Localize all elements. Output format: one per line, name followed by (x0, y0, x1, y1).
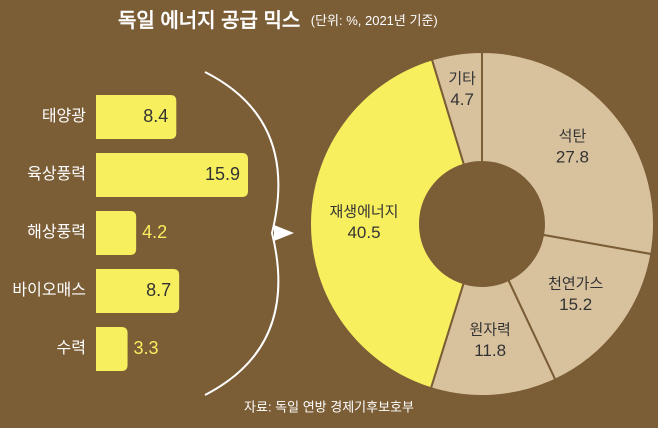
bracket (204, 71, 280, 396)
slice-value: 11.8 (474, 341, 506, 360)
slice-value: 4.7 (450, 90, 474, 109)
slice-value: 27.8 (556, 148, 589, 167)
donut-slice (481, 50, 655, 256)
donut-slice (430, 50, 483, 166)
chart-subtitle: (단위: %, 2021년 기준) (311, 13, 438, 28)
slice-label: 기타 (448, 70, 476, 87)
title-line: 독일 에너지 공급 믹스 (단위: %, 2021년 기준) (118, 9, 438, 32)
category-label: 바이오매스 (12, 281, 86, 299)
slice-label: 석탄 (559, 128, 587, 145)
arrow (274, 225, 294, 241)
bar (96, 211, 137, 255)
value-label: 4.2 (142, 222, 167, 242)
value-label: 3.3 (134, 338, 159, 358)
bar (96, 153, 248, 197)
donut-slice (309, 58, 466, 390)
value-label: 8.4 (143, 106, 168, 126)
value-label: 8.7 (146, 280, 171, 300)
slice-label: 원자력 (469, 322, 510, 339)
category-label: 태양광 (42, 107, 86, 125)
chart-title: 독일 에너지 공급 믹스 (118, 9, 300, 32)
value-label: 15.9 (205, 164, 240, 184)
bar (96, 327, 128, 371)
source-note: 자료: 독일 연방 경제기후보호부 (244, 399, 414, 414)
category-label: 해상풍력 (27, 223, 86, 241)
bar (96, 269, 180, 313)
slice-label: 재생에너지 (329, 204, 398, 221)
donut-slice (507, 233, 653, 381)
slice-label: 천연가스 (548, 276, 603, 293)
slice-value: 40.5 (347, 223, 380, 242)
slice-value: 15.2 (559, 295, 592, 314)
category-label: 육상풍력 (27, 165, 86, 183)
bar (96, 95, 177, 139)
category-label: 수력 (57, 339, 86, 357)
